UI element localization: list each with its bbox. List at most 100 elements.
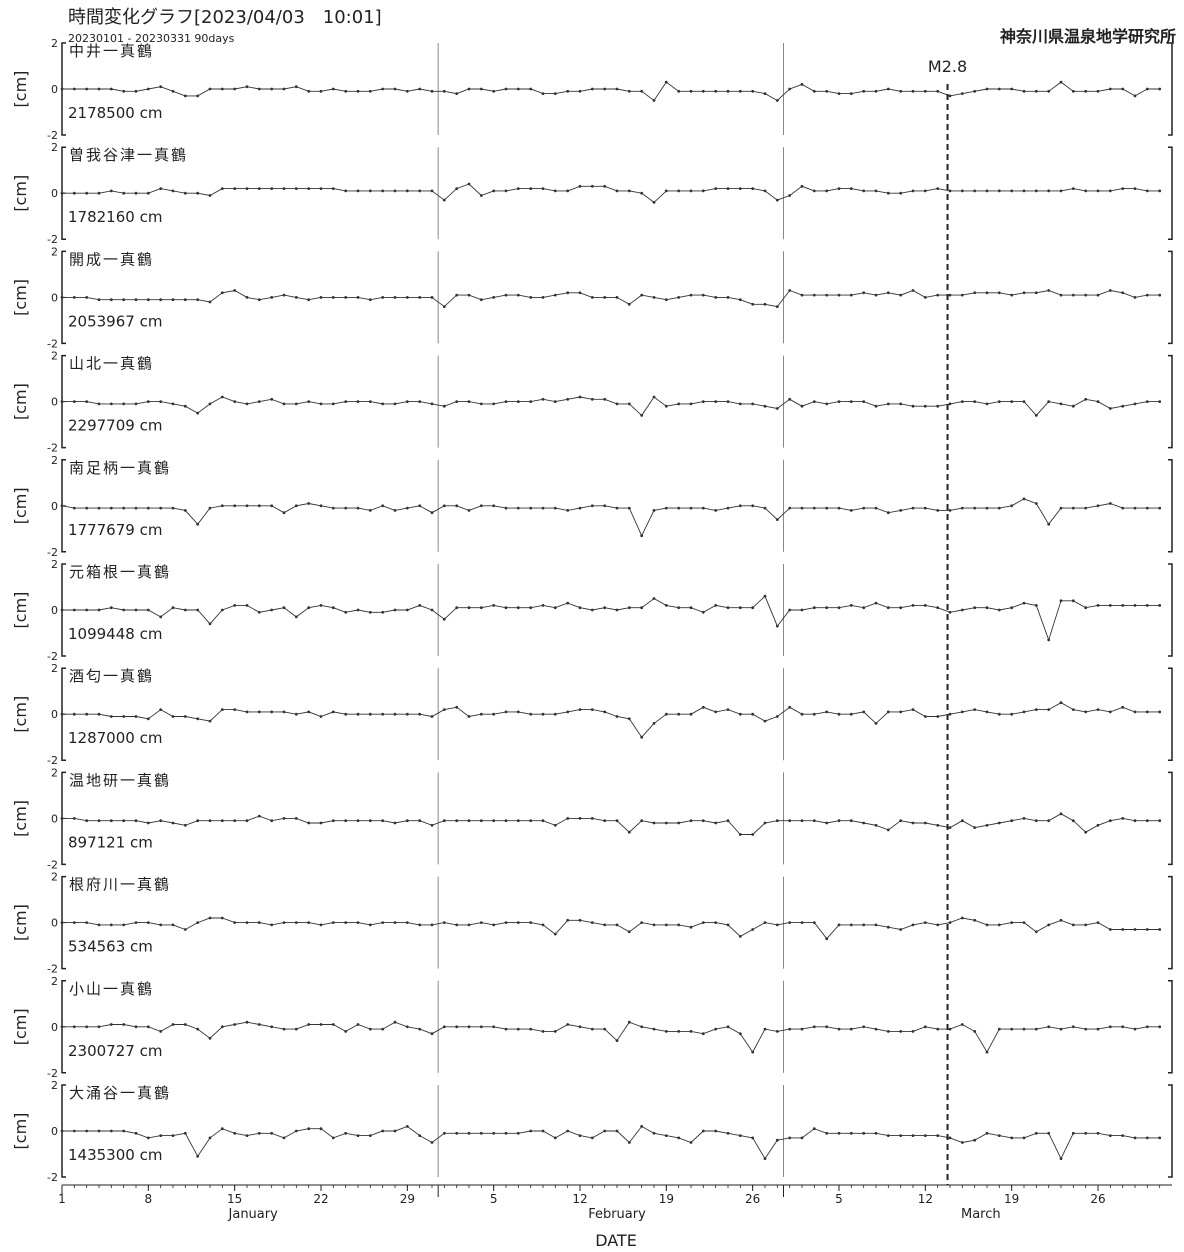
data-point xyxy=(1158,1136,1162,1140)
data-point xyxy=(134,1025,138,1029)
data-point xyxy=(701,400,705,403)
data-point xyxy=(603,504,607,508)
data-point xyxy=(874,1131,878,1135)
data-point xyxy=(788,608,792,612)
series-line xyxy=(62,813,1160,835)
data-point xyxy=(997,821,1001,825)
data-point xyxy=(899,606,903,610)
data-point xyxy=(837,712,841,716)
data-point xyxy=(146,921,150,924)
data-point xyxy=(1047,819,1051,823)
data-point xyxy=(134,1131,138,1135)
data-point xyxy=(171,606,175,610)
data-point xyxy=(405,1025,409,1029)
data-point xyxy=(627,717,631,721)
data-point xyxy=(985,506,989,510)
data-point xyxy=(541,397,545,401)
data-point xyxy=(763,1157,767,1160)
data-point xyxy=(652,1131,656,1135)
data-point xyxy=(1034,291,1038,295)
data-point xyxy=(997,1027,1001,1031)
data-point xyxy=(960,916,964,920)
series-line xyxy=(62,702,1160,738)
data-point xyxy=(985,823,989,827)
data-point xyxy=(677,296,681,299)
data-point xyxy=(578,817,582,820)
data-point xyxy=(948,1027,952,1031)
data-point xyxy=(677,506,681,510)
data-point xyxy=(418,400,422,403)
data-point xyxy=(677,402,681,406)
data-point xyxy=(1034,502,1038,505)
data-point xyxy=(1010,819,1014,823)
data-point xyxy=(516,400,520,403)
data-point xyxy=(122,923,126,927)
data-point xyxy=(516,1027,520,1031)
data-point xyxy=(122,1129,126,1133)
data-point xyxy=(689,1141,693,1144)
data-point xyxy=(257,400,261,403)
data-point xyxy=(60,712,64,716)
data-point xyxy=(85,87,89,91)
data-point xyxy=(1071,599,1075,603)
data-point xyxy=(874,506,878,510)
y-tick-label: 0 xyxy=(51,1021,58,1034)
data-point xyxy=(393,1129,397,1133)
data-point xyxy=(430,1141,434,1144)
data-point xyxy=(529,1027,533,1031)
data-point xyxy=(837,92,841,95)
data-point xyxy=(455,606,459,610)
data-point xyxy=(270,187,274,191)
data-point xyxy=(270,87,274,91)
data-point xyxy=(726,187,730,191)
data-point xyxy=(257,710,261,714)
data-point xyxy=(1096,400,1100,403)
data-point xyxy=(689,606,693,610)
data-point xyxy=(245,85,249,89)
data-point xyxy=(455,504,459,508)
data-point xyxy=(307,298,311,302)
data-point xyxy=(1145,400,1149,403)
data-point xyxy=(825,89,829,93)
data-point xyxy=(504,293,508,297)
data-point xyxy=(492,1025,496,1029)
data-point xyxy=(270,819,274,823)
data-point xyxy=(788,506,792,510)
data-point xyxy=(430,189,434,193)
data-point xyxy=(677,189,681,193)
data-point xyxy=(985,87,989,91)
y-tick-label: 2 xyxy=(51,558,58,571)
panel-6: 2 0 -2 [cm] 元箱根一真鶴 1099448 cm xyxy=(11,558,1173,663)
series-line xyxy=(62,917,1160,940)
data-point xyxy=(541,1030,545,1033)
data-point xyxy=(109,606,113,610)
data-point xyxy=(923,189,927,193)
data-point xyxy=(1145,710,1149,714)
data-point xyxy=(159,85,163,89)
y-tick-label: 0 xyxy=(51,187,58,200)
data-point xyxy=(1059,80,1063,84)
data-point xyxy=(800,819,804,823)
data-point xyxy=(936,923,940,927)
data-point xyxy=(467,606,471,610)
data-point xyxy=(245,1020,249,1024)
data-point xyxy=(381,87,385,91)
data-point xyxy=(122,89,126,93)
data-point xyxy=(775,1030,779,1033)
data-point xyxy=(529,921,533,924)
data-point xyxy=(220,291,224,295)
data-point xyxy=(405,296,409,299)
right-axis xyxy=(1168,563,1173,657)
data-point xyxy=(726,89,730,93)
data-point xyxy=(1084,1131,1088,1135)
data-point xyxy=(837,819,841,823)
data-point xyxy=(812,1025,816,1029)
data-point xyxy=(134,191,138,195)
data-point xyxy=(578,506,582,510)
data-point xyxy=(442,404,446,408)
data-point xyxy=(701,189,705,193)
data-point xyxy=(196,1154,200,1158)
data-point xyxy=(738,935,742,938)
data-point xyxy=(541,296,545,299)
baseline-label: 1777679 cm xyxy=(68,521,162,539)
